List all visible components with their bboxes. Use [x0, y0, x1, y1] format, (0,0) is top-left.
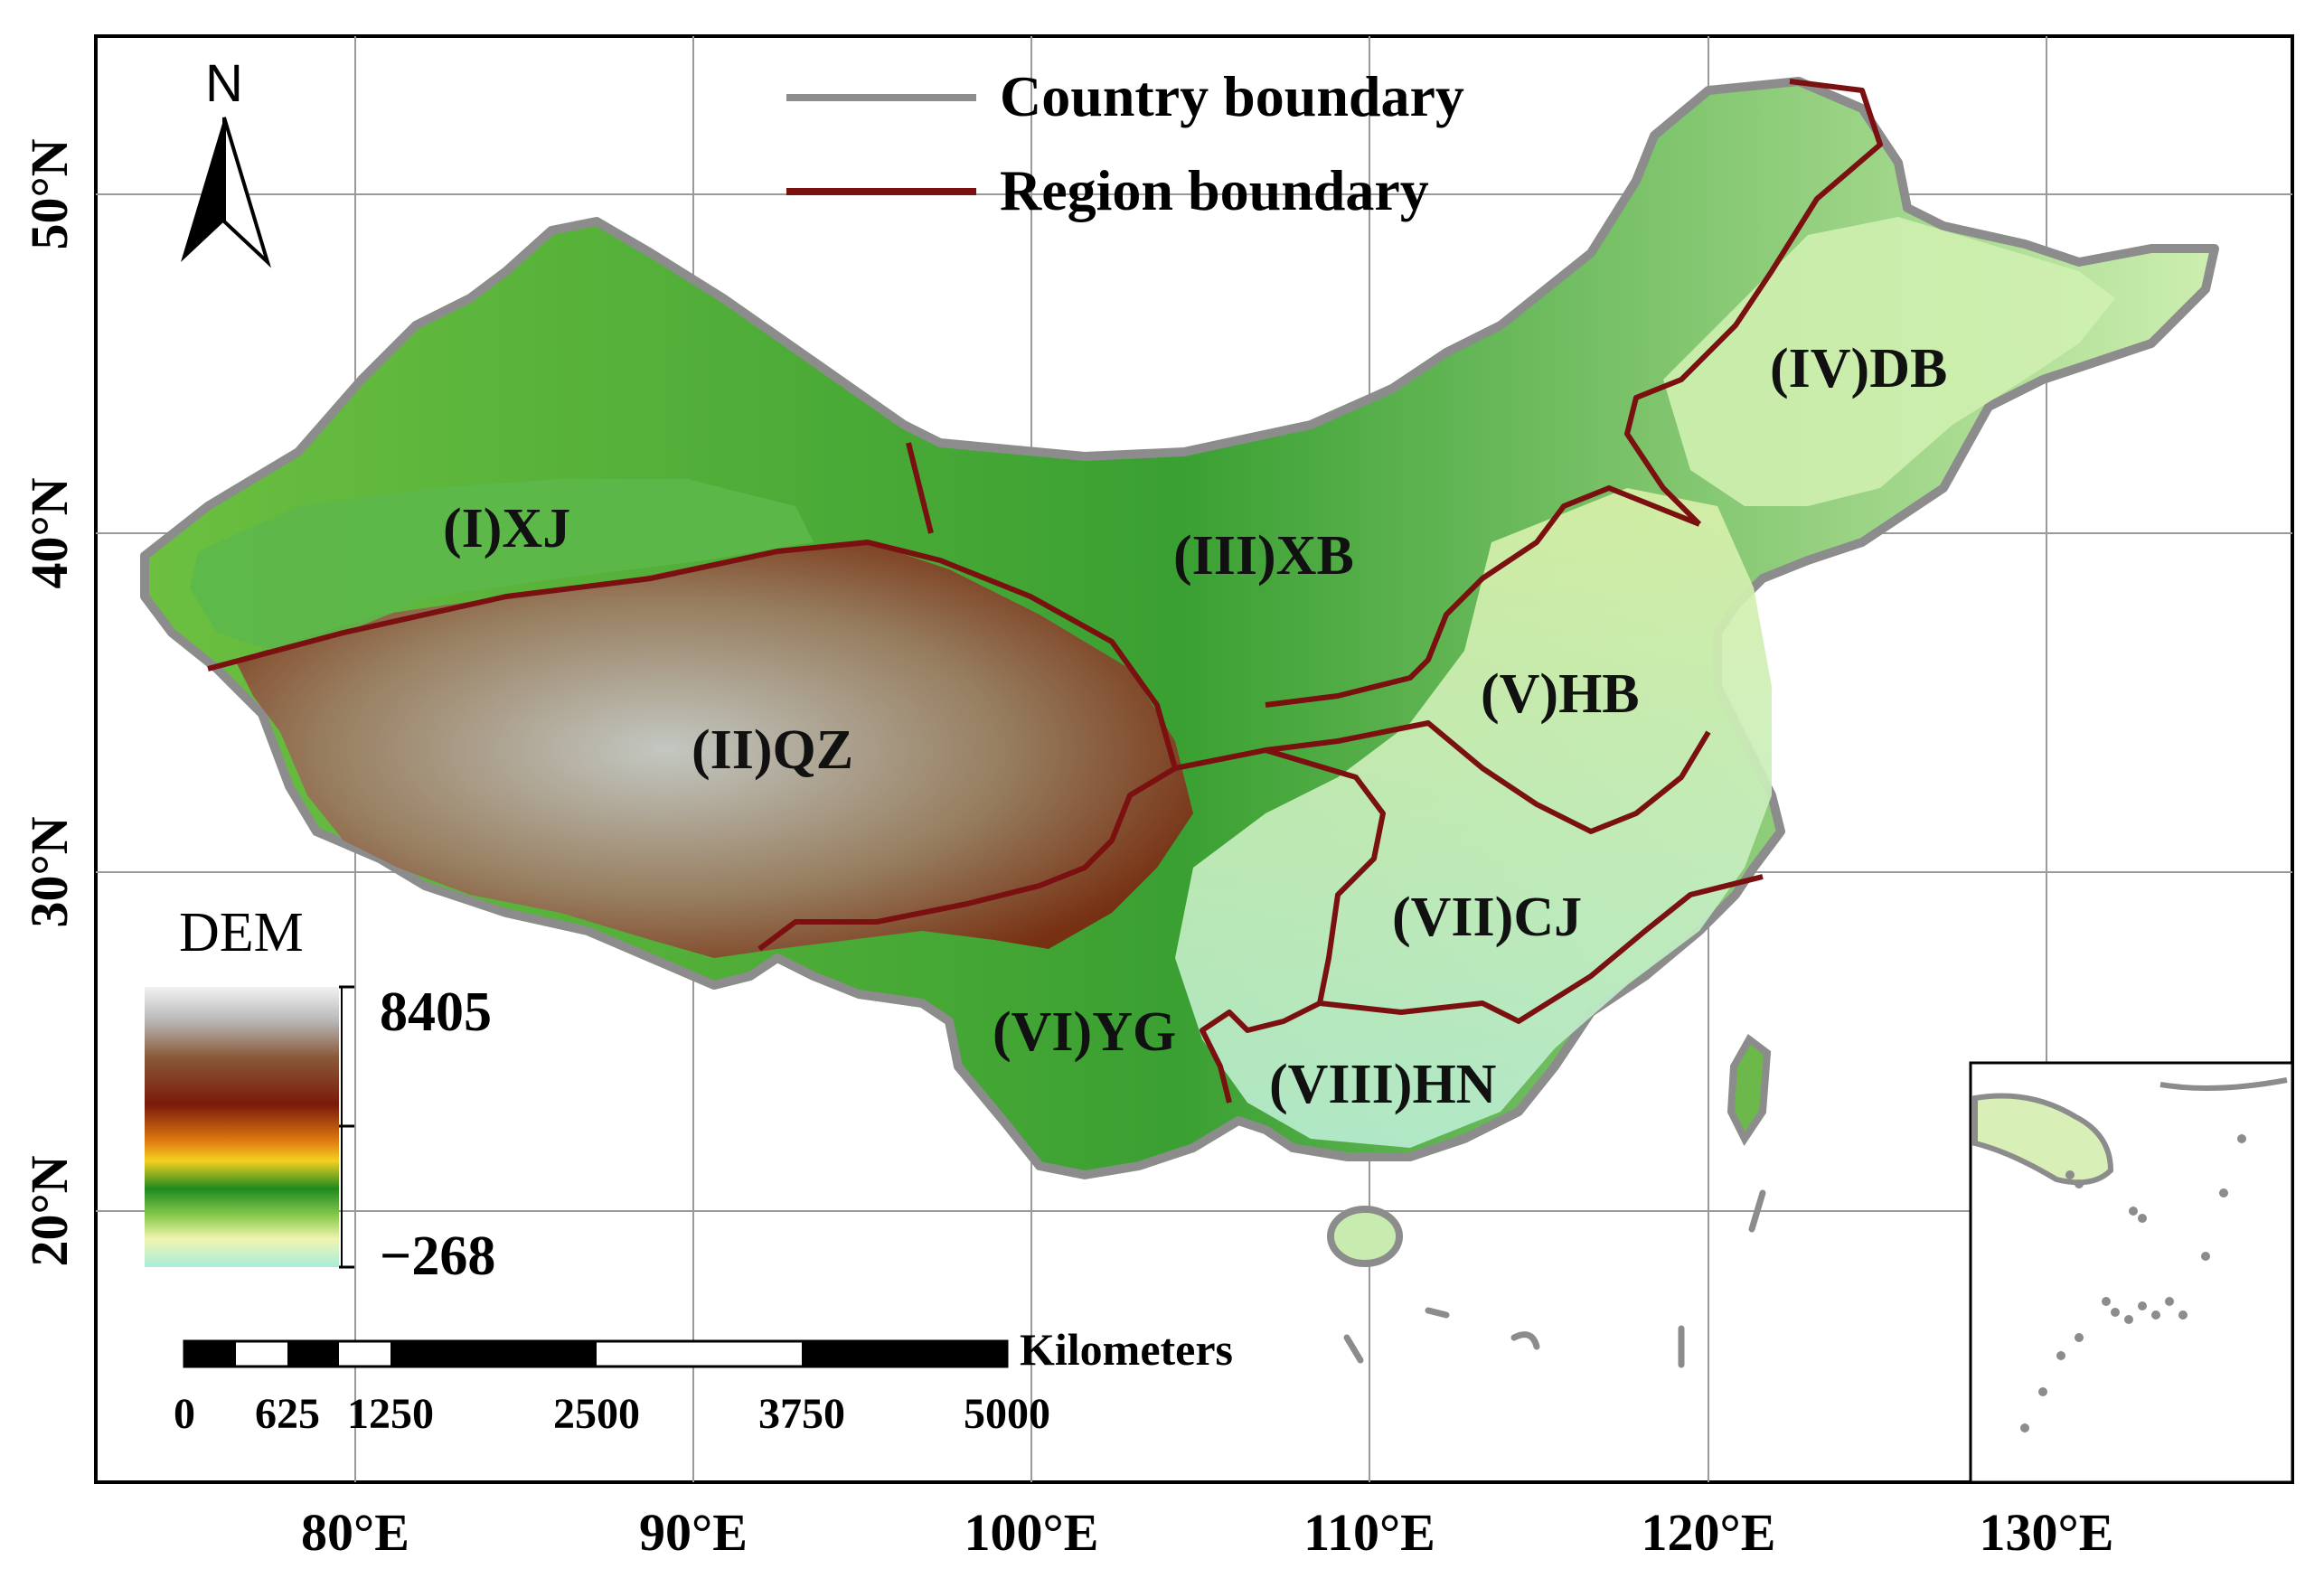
- lon-label-80: 80°E: [301, 1503, 409, 1562]
- region-label-hb: (V)HB: [1481, 663, 1640, 725]
- lat-label-20: 20°N: [20, 1155, 79, 1266]
- dem-legend-title: DEM: [179, 902, 304, 963]
- scale-tick-1250: 1250: [347, 1390, 434, 1438]
- region-boundaries: [207, 79, 1883, 1104]
- scale-tick-625: 625: [255, 1390, 320, 1438]
- lon-label-120: 120°E: [1642, 1503, 1776, 1562]
- lat-label-50: 50°N: [20, 138, 79, 249]
- scale-tick-3750: 3750: [758, 1390, 845, 1438]
- longitude-labels: 80°E 90°E 100°E 110°E 120°E 130°E: [301, 1503, 2113, 1562]
- scale-tick-0: 0: [174, 1390, 195, 1438]
- region-label-xj: (I)XJ: [443, 498, 570, 559]
- lon-label-130: 130°E: [1980, 1503, 2114, 1562]
- region-label-hn: (VIII)HN: [1269, 1054, 1496, 1115]
- plateau-shading: [235, 542, 1193, 958]
- country-landmass: [140, 77, 2219, 1368]
- lon-label-90: 90°E: [639, 1503, 748, 1562]
- dem-color-ramp: [145, 987, 339, 1267]
- north-arrow: N: [181, 54, 272, 268]
- region-labels: (I)XJ (II)QZ (III)XB (IV)DB (V)HB (VI)YG…: [443, 338, 1947, 1115]
- region-label-yg: (VI)YG: [993, 1001, 1176, 1063]
- legend-region-label: Region boundary: [1000, 158, 1429, 222]
- region-label-cj: (VII)CJ: [1392, 887, 1582, 948]
- north-arrow-label: N: [205, 54, 243, 113]
- lon-label-110: 110°E: [1303, 1503, 1435, 1562]
- scale-tick-2500: 2500: [553, 1390, 640, 1438]
- scale-tick-5000: 5000: [964, 1390, 1050, 1438]
- region-label-qz: (II)QZ: [692, 719, 853, 781]
- northeast-plain: [1663, 217, 2115, 506]
- lat-label-30: 30°N: [20, 816, 79, 927]
- scale-bar: Kilometers 0 625 1250 2500 3750 5000: [174, 1324, 1233, 1438]
- lat-label-40: 40°N: [20, 477, 79, 588]
- inset-map: [1969, 1061, 2294, 1484]
- south-sea-islands: [1343, 1189, 1766, 1368]
- dem-legend: DEM 8405 −268: [145, 902, 495, 1287]
- lon-label-100: 100°E: [964, 1503, 1099, 1562]
- region-label-xb: (III)XB: [1173, 525, 1354, 587]
- tarim-basin: [190, 479, 814, 651]
- taiwan-island: [1727, 1034, 1772, 1146]
- legend-country-label: Country boundary: [1000, 64, 1464, 128]
- latitude-labels: 50°N 40°N 30°N 20°N: [20, 138, 79, 1266]
- dem-max-label: 8405: [380, 982, 492, 1043]
- region-label-db: (IV)DB: [1770, 338, 1947, 399]
- scale-bar-unit: Kilometers: [1020, 1324, 1233, 1375]
- hainan-island: [1327, 1206, 1403, 1267]
- dem-min-label: −268: [380, 1226, 495, 1287]
